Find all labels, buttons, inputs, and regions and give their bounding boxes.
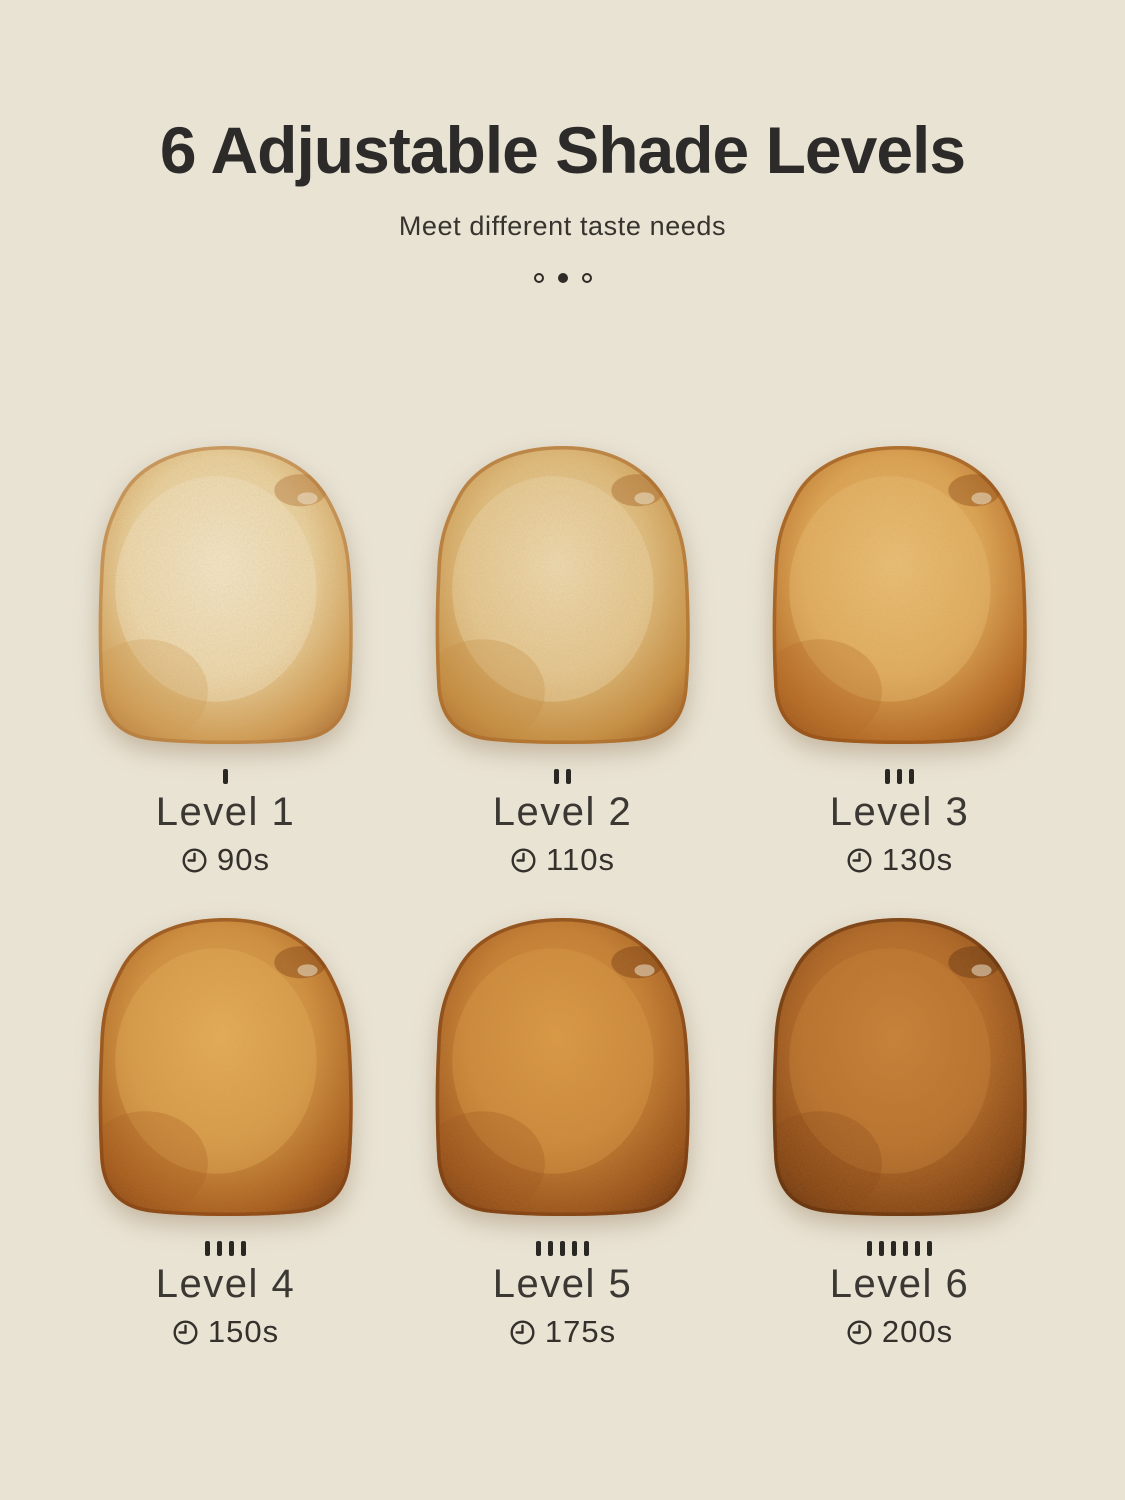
toast-image-level-5 [412, 906, 714, 1228]
clock-icon [172, 1319, 199, 1346]
shade-ticks [867, 1240, 932, 1256]
clock-icon [181, 847, 208, 874]
level-label: Level 4 [155, 1262, 296, 1307]
toast-image-level-6 [749, 906, 1051, 1228]
clock-icon [846, 1319, 873, 1346]
tick-mark [897, 768, 902, 784]
tick-mark [903, 1240, 908, 1256]
shade-ticks [885, 768, 914, 784]
tick-mark [554, 768, 559, 784]
shade-levels-grid: Level 1 90s Level 2 110s Level 3 130s [57, 434, 1068, 1350]
shade-ticks [536, 1240, 589, 1256]
toast-image-level-1 [75, 434, 377, 756]
shade-level-card: Level 5 175s [394, 906, 731, 1350]
clock-icon [510, 847, 537, 874]
level-label: Level 2 [492, 790, 633, 835]
level-label: Level 1 [155, 790, 296, 835]
toast-image-level-3 [749, 434, 1051, 756]
tick-mark [909, 768, 914, 784]
tick-mark [927, 1240, 932, 1256]
shade-level-card: Level 3 130s [731, 434, 1068, 878]
header: 6 Adjustable Shade Levels Meet different… [0, 0, 1125, 284]
time-value: 90s [217, 842, 270, 878]
tick-mark [548, 1240, 553, 1256]
toast-image-level-4 [75, 906, 377, 1228]
shade-level-card: Level 6 200s [731, 906, 1068, 1350]
time-value: 175s [544, 1314, 617, 1350]
tick-mark [584, 1240, 589, 1256]
shade-ticks [223, 768, 228, 784]
clock-icon [509, 1319, 536, 1346]
tick-mark [867, 1240, 872, 1256]
shade-level-card: Level 1 90s [57, 434, 394, 878]
tick-mark [223, 768, 228, 784]
level-label: Level 6 [829, 1262, 970, 1307]
tick-mark [891, 1240, 896, 1256]
tick-mark [879, 1240, 884, 1256]
tick-mark [536, 1240, 541, 1256]
shade-ticks [205, 1240, 246, 1256]
tick-mark [217, 1240, 222, 1256]
tick-mark [885, 768, 890, 784]
tick-mark [241, 1240, 246, 1256]
page-subtitle: Meet different taste needs [398, 211, 727, 242]
toast-image-level-2 [412, 434, 714, 756]
page-title: 6 Adjustable Shade Levels [159, 113, 966, 187]
tick-mark [915, 1240, 920, 1256]
toast-time: 130s [846, 842, 953, 878]
tick-mark [229, 1240, 234, 1256]
time-value: 130s [881, 842, 954, 878]
clock-icon [846, 847, 873, 874]
shade-level-card: Level 2 110s [394, 434, 731, 878]
shade-level-card: Level 4 150s [57, 906, 394, 1350]
tick-mark [572, 1240, 577, 1256]
pagination-dot [533, 273, 544, 284]
pagination-dots [0, 272, 1125, 284]
toast-time: 200s [846, 1314, 953, 1350]
toast-time: 90s [181, 842, 270, 878]
level-label: Level 5 [492, 1262, 633, 1307]
toast-time: 150s [172, 1314, 279, 1350]
shade-ticks [554, 768, 571, 784]
pagination-dot [581, 273, 592, 284]
tick-mark [566, 768, 571, 784]
pagination-dot [557, 273, 568, 284]
toast-time: 175s [509, 1314, 616, 1350]
time-value: 150s [207, 1314, 280, 1350]
tick-mark [560, 1240, 565, 1256]
level-label: Level 3 [829, 790, 970, 835]
time-value: 200s [881, 1314, 954, 1350]
toast-time: 110s [510, 842, 615, 878]
tick-mark [205, 1240, 210, 1256]
time-value: 110s [546, 842, 615, 878]
